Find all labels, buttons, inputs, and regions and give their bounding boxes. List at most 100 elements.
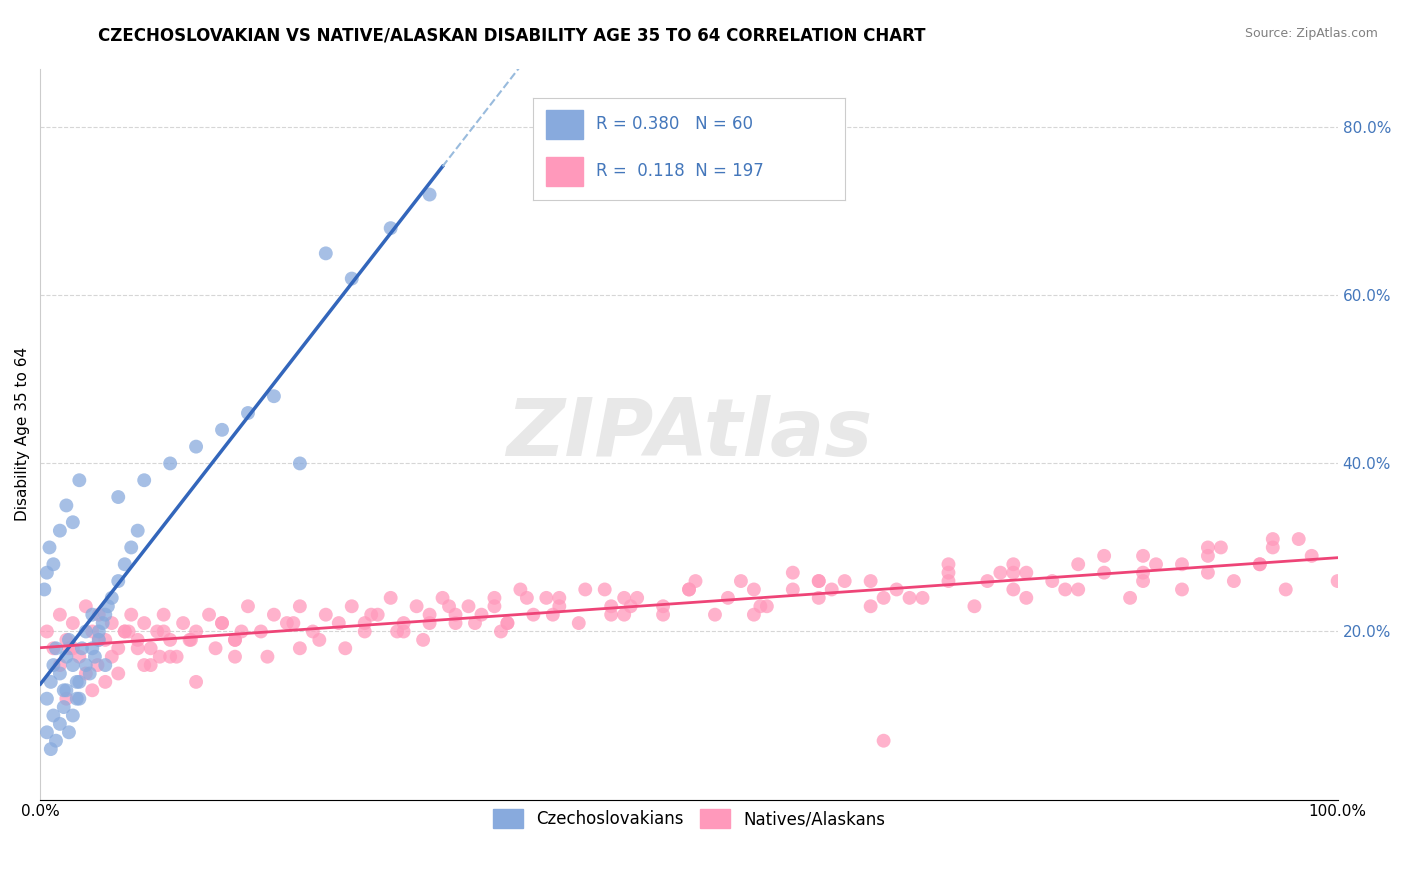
Legend: Czechoslovakians, Natives/Alaskans: Czechoslovakians, Natives/Alaskans	[486, 803, 893, 835]
Point	[315, 246, 337, 260]
Point	[678, 582, 700, 597]
Point	[444, 607, 467, 622]
Point	[224, 632, 246, 647]
Point	[548, 591, 571, 605]
Point	[470, 607, 492, 622]
Point	[496, 616, 519, 631]
Point	[652, 607, 675, 622]
Point	[859, 574, 882, 588]
Point	[62, 658, 84, 673]
Point	[308, 632, 330, 647]
Point	[484, 591, 506, 605]
Point	[1171, 558, 1194, 572]
Point	[39, 674, 62, 689]
Point	[1249, 558, 1271, 572]
Text: CZECHOSLOVAKIAN VS NATIVE/ALASKAN DISABILITY AGE 35 TO 64 CORRELATION CHART: CZECHOSLOVAKIAN VS NATIVE/ALASKAN DISABI…	[98, 27, 927, 45]
Point	[1301, 549, 1323, 563]
Point	[1067, 582, 1090, 597]
Point	[412, 632, 434, 647]
Point	[1015, 566, 1038, 580]
Point	[340, 599, 363, 614]
Point	[87, 632, 110, 647]
Text: ZIPAtlas: ZIPAtlas	[506, 395, 872, 473]
Point	[834, 574, 856, 588]
Point	[380, 591, 402, 605]
Point	[1197, 566, 1219, 580]
Point	[380, 221, 402, 235]
Point	[742, 607, 765, 622]
Point	[963, 599, 986, 614]
Point	[1171, 582, 1194, 597]
Point	[360, 607, 382, 622]
Point	[807, 591, 830, 605]
Point	[1209, 541, 1232, 555]
Point	[574, 582, 596, 597]
Point	[139, 641, 162, 656]
Point	[263, 389, 285, 403]
Point	[35, 624, 58, 639]
Point	[315, 607, 337, 622]
Point	[782, 566, 804, 580]
Text: Source: ZipAtlas.com: Source: ZipAtlas.com	[1244, 27, 1378, 40]
Point	[42, 658, 65, 673]
Point	[49, 717, 72, 731]
Point	[328, 616, 350, 631]
Point	[938, 566, 960, 580]
Point	[42, 708, 65, 723]
Point	[568, 616, 591, 631]
Point	[288, 457, 311, 471]
Point	[79, 666, 101, 681]
Point	[1132, 549, 1154, 563]
Point	[204, 641, 226, 656]
Point	[1223, 574, 1246, 588]
Point	[283, 616, 305, 631]
Point	[52, 700, 75, 714]
Point	[1002, 558, 1025, 572]
Point	[1002, 566, 1025, 580]
Point	[742, 582, 765, 597]
Point	[405, 599, 427, 614]
Point	[1288, 532, 1310, 546]
Point	[100, 649, 122, 664]
Point	[613, 591, 636, 605]
Point	[938, 574, 960, 588]
Point	[107, 490, 129, 504]
Point	[127, 641, 149, 656]
Point	[35, 725, 58, 739]
Point	[1015, 591, 1038, 605]
Point	[87, 632, 110, 647]
Point	[83, 649, 105, 664]
Point	[152, 607, 174, 622]
Point	[516, 591, 538, 605]
Point	[184, 624, 207, 639]
Point	[159, 649, 181, 664]
Point	[82, 607, 104, 622]
Point	[66, 674, 89, 689]
Point	[872, 733, 894, 747]
Point	[149, 649, 172, 664]
Point	[87, 624, 110, 639]
Point	[685, 574, 707, 588]
Point	[166, 649, 188, 664]
Point	[211, 616, 233, 631]
Point	[489, 624, 512, 639]
Point	[75, 666, 97, 681]
Point	[97, 599, 120, 614]
Point	[250, 624, 273, 639]
Point	[1249, 558, 1271, 572]
Point	[626, 591, 648, 605]
Point	[58, 641, 80, 656]
Point	[49, 666, 72, 681]
Point	[45, 641, 67, 656]
Point	[340, 271, 363, 285]
Point	[419, 187, 441, 202]
Point	[55, 691, 77, 706]
Point	[911, 591, 934, 605]
Point	[179, 632, 201, 647]
Point	[236, 406, 259, 420]
Point	[536, 591, 558, 605]
Point	[457, 599, 479, 614]
Point	[464, 616, 486, 631]
Point	[58, 632, 80, 647]
Point	[821, 582, 844, 597]
